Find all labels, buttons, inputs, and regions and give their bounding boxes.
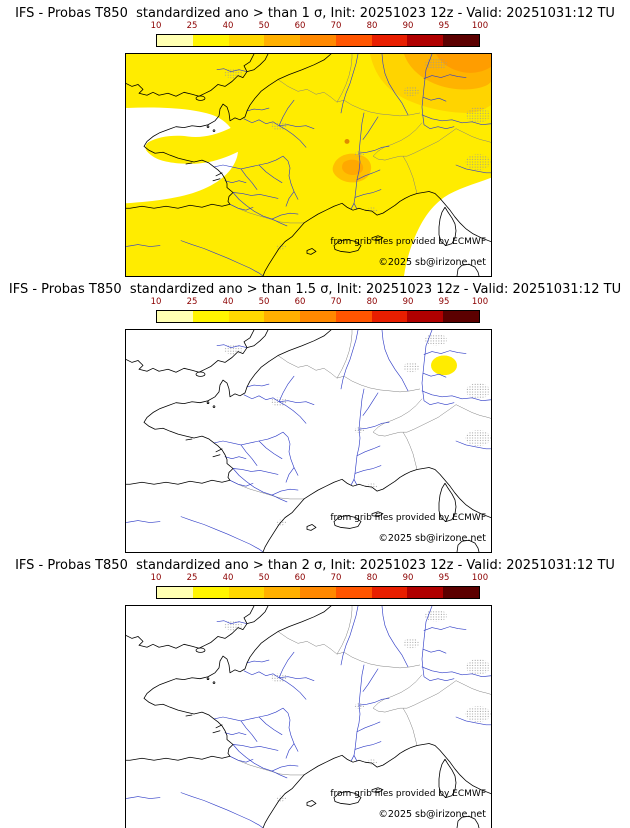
colorbar-tick-labels: 10 25 40 50 60 70 80 90 95 100	[151, 297, 489, 308]
colorbar-tick-labels: 10 25 40 50 60 70 80 90 95 100	[151, 21, 489, 32]
colorbar-tick-70: 70	[330, 21, 342, 31]
colorbar-tick-40: 40	[222, 573, 234, 583]
colorbar-tick-25: 25	[186, 297, 198, 307]
colorbar-segment-5	[335, 587, 372, 598]
panel-title: IFS - Probas T850 standardized ano > tha…	[15, 6, 615, 21]
colorbar-tick-100: 100	[471, 297, 489, 307]
colorbar-tick-labels: 10 25 40 50 60 70 80 90 95 100	[151, 573, 489, 584]
probability-colorbar: 10 25 40 50 60 70 80 90 95 100	[151, 21, 489, 47]
colorbar-tick-60: 60	[294, 297, 306, 307]
colorbar-segment-2	[228, 587, 265, 598]
colorbar-segment-6	[371, 311, 408, 322]
ecmwf-credit: from grib files provided by ECMWF	[330, 789, 486, 799]
colorbar-segment-1	[192, 35, 229, 46]
colorbar-tick-95: 95	[438, 21, 450, 31]
panel-sigma-1: IFS - Probas T850 standardized ano > tha…	[0, 0, 630, 277]
probability-map: from grib files provided by ECMWF ©2025 …	[125, 329, 492, 553]
colorbar-tick-100: 100	[471, 21, 489, 31]
colorbar-segment-6	[371, 587, 408, 598]
probability-map: from grib files provided by ECMWF ©2025 …	[125, 605, 492, 828]
colorbar-tick-95: 95	[438, 297, 450, 307]
colorbar-segment-2	[228, 35, 265, 46]
colorbar-tick-40: 40	[222, 21, 234, 31]
colorbar-tick-10: 10	[150, 21, 162, 31]
colorbar-segment-7	[407, 35, 444, 46]
panel-sigma-1-5: IFS - Probas T850 standardized ano > tha…	[0, 276, 630, 553]
colorbar-tick-50: 50	[258, 573, 270, 583]
probability-field-rhone-core	[342, 159, 364, 175]
colorbar-segment-3	[264, 35, 301, 46]
colorbar-segment-4	[300, 311, 336, 322]
colorbar-segment-5	[335, 35, 372, 46]
colorbar-tick-80: 80	[366, 297, 378, 307]
colorbar-segment-2	[228, 311, 265, 322]
colorbar-tick-10: 10	[150, 297, 162, 307]
colorbar-segment-6	[371, 35, 408, 46]
colorbar-segment-8	[443, 35, 480, 46]
panel-sigma-2: IFS - Probas T850 standardized ano > tha…	[0, 552, 630, 828]
colorbar-tick-50: 50	[258, 297, 270, 307]
colorbar-segment-4	[300, 587, 336, 598]
colorbar-segment-8	[443, 587, 480, 598]
colorbar-tick-90: 90	[402, 297, 414, 307]
colorbar-tick-60: 60	[294, 573, 306, 583]
probability-field-orange-core	[436, 54, 491, 73]
probability-field-local-max-dot	[344, 138, 350, 144]
map-svg	[126, 54, 491, 276]
colorbar-tick-90: 90	[402, 573, 414, 583]
colorbar-segment-0	[157, 587, 193, 598]
ecmwf-credit: from grib files provided by ECMWF	[330, 237, 486, 247]
colorbar-segment-0	[157, 311, 193, 322]
colorbar-tick-25: 25	[186, 573, 198, 583]
colorbar-segment-3	[264, 587, 301, 598]
colorbar-segment-1	[192, 311, 229, 322]
probability-field-small-patch	[431, 355, 457, 376]
colorbar-tick-40: 40	[222, 297, 234, 307]
ecmwf-credit: from grib files provided by ECMWF	[330, 513, 486, 523]
colorbar-tick-80: 80	[366, 573, 378, 583]
colorbar-segment-1	[192, 587, 229, 598]
colorbar-segment-3	[264, 311, 301, 322]
colorbar-tick-90: 90	[402, 21, 414, 31]
probability-colorbar: 10 25 40 50 60 70 80 90 95 100	[151, 573, 489, 599]
colorbar-tick-100: 100	[471, 573, 489, 583]
probability-field-10pct	[126, 54, 491, 276]
colorbar-gradient-bar	[156, 310, 480, 323]
colorbar-tick-70: 70	[330, 573, 342, 583]
colorbar-tick-25: 25	[186, 21, 198, 31]
probability-map: from grib files provided by ECMWF ©2025 …	[125, 53, 492, 277]
probability-field-brittany	[145, 122, 245, 164]
colorbar-segment-4	[300, 35, 336, 46]
colorbar-segment-5	[335, 311, 372, 322]
copyright-note: ©2025 sb@irizone.net	[378, 533, 486, 544]
probability-colorbar: 10 25 40 50 60 70 80 90 95 100	[151, 297, 489, 323]
colorbar-tick-60: 60	[294, 21, 306, 31]
panel-title: IFS - Probas T850 standardized ano > tha…	[15, 558, 615, 573]
colorbar-tick-50: 50	[258, 21, 270, 31]
colorbar-gradient-bar	[156, 586, 480, 599]
colorbar-segment-0	[157, 35, 193, 46]
map-svg	[126, 330, 491, 552]
colorbar-tick-10: 10	[150, 573, 162, 583]
panel-title: IFS - Probas T850 standardized ano > tha…	[8, 282, 622, 297]
probability-overlay	[126, 54, 491, 276]
copyright-note: ©2025 sb@irizone.net	[378, 809, 486, 820]
colorbar-segment-7	[407, 311, 444, 322]
colorbar-tick-95: 95	[438, 573, 450, 583]
colorbar-segment-8	[443, 311, 480, 322]
colorbar-tick-80: 80	[366, 21, 378, 31]
colorbar-tick-70: 70	[330, 297, 342, 307]
colorbar-segment-7	[407, 587, 444, 598]
colorbar-gradient-bar	[156, 34, 480, 47]
probability-overlay	[431, 355, 457, 376]
copyright-note: ©2025 sb@irizone.net	[378, 257, 486, 268]
